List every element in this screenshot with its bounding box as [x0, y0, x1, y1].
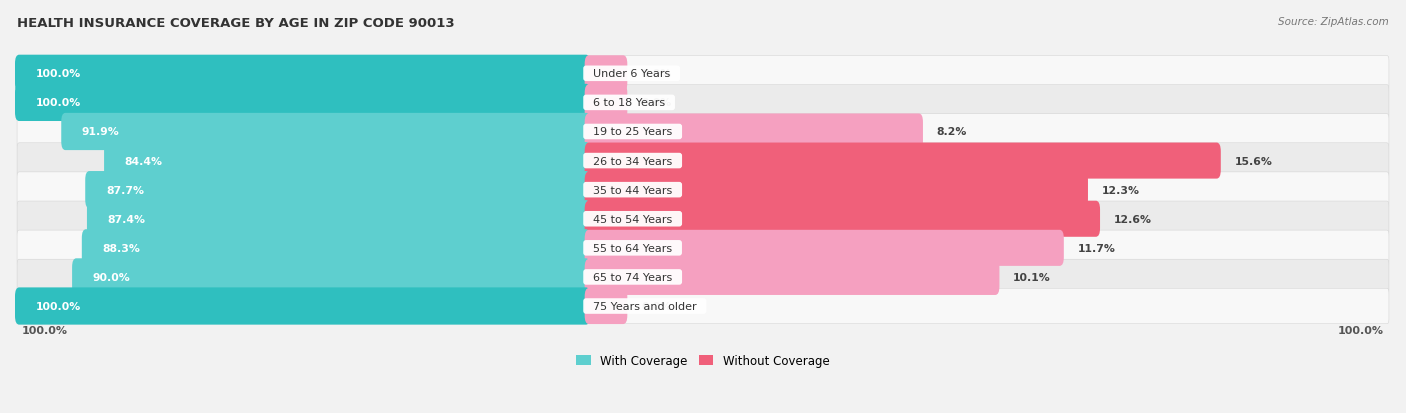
- Text: 6 to 18 Years: 6 to 18 Years: [586, 98, 672, 108]
- FancyBboxPatch shape: [15, 288, 591, 325]
- FancyBboxPatch shape: [585, 114, 922, 150]
- FancyBboxPatch shape: [585, 56, 627, 92]
- FancyBboxPatch shape: [585, 259, 1000, 295]
- Text: 87.7%: 87.7%: [105, 185, 143, 195]
- Text: 65 to 74 Years: 65 to 74 Years: [586, 272, 679, 282]
- Text: HEALTH INSURANCE COVERAGE BY AGE IN ZIP CODE 90013: HEALTH INSURANCE COVERAGE BY AGE IN ZIP …: [17, 17, 454, 29]
- Text: 10.1%: 10.1%: [1014, 272, 1050, 282]
- FancyBboxPatch shape: [17, 85, 1389, 121]
- Text: 100.0%: 100.0%: [22, 325, 67, 335]
- FancyBboxPatch shape: [17, 289, 1389, 324]
- Text: 100.0%: 100.0%: [35, 69, 82, 79]
- FancyBboxPatch shape: [72, 259, 591, 296]
- FancyBboxPatch shape: [585, 85, 627, 121]
- FancyBboxPatch shape: [17, 143, 1389, 179]
- Text: Source: ZipAtlas.com: Source: ZipAtlas.com: [1278, 17, 1389, 26]
- FancyBboxPatch shape: [585, 288, 627, 324]
- FancyBboxPatch shape: [585, 230, 1064, 266]
- Text: 0.0%: 0.0%: [641, 301, 671, 311]
- Text: 11.7%: 11.7%: [1077, 243, 1115, 253]
- Text: 91.9%: 91.9%: [82, 127, 120, 137]
- FancyBboxPatch shape: [15, 56, 591, 93]
- Text: 75 Years and older: 75 Years and older: [586, 301, 703, 311]
- FancyBboxPatch shape: [585, 143, 1220, 179]
- Text: 55 to 64 Years: 55 to 64 Years: [586, 243, 679, 253]
- Text: 15.6%: 15.6%: [1234, 156, 1272, 166]
- Text: 100.0%: 100.0%: [35, 98, 82, 108]
- Text: 12.6%: 12.6%: [1114, 214, 1152, 224]
- Text: 35 to 44 Years: 35 to 44 Years: [586, 185, 679, 195]
- FancyBboxPatch shape: [62, 114, 591, 151]
- Text: Under 6 Years: Under 6 Years: [586, 69, 678, 79]
- FancyBboxPatch shape: [17, 114, 1389, 150]
- FancyBboxPatch shape: [17, 173, 1389, 208]
- FancyBboxPatch shape: [17, 57, 1389, 92]
- Text: 88.3%: 88.3%: [103, 243, 141, 253]
- FancyBboxPatch shape: [86, 172, 591, 209]
- FancyBboxPatch shape: [17, 230, 1389, 266]
- Text: 87.4%: 87.4%: [108, 214, 146, 224]
- FancyBboxPatch shape: [585, 201, 1099, 237]
- Text: 8.2%: 8.2%: [936, 127, 967, 137]
- Text: 0.0%: 0.0%: [641, 98, 671, 108]
- Text: 45 to 54 Years: 45 to 54 Years: [586, 214, 679, 224]
- Text: 84.4%: 84.4%: [125, 156, 163, 166]
- FancyBboxPatch shape: [87, 201, 591, 238]
- FancyBboxPatch shape: [585, 172, 1088, 208]
- Text: 0.0%: 0.0%: [641, 69, 671, 79]
- Text: 19 to 25 Years: 19 to 25 Years: [586, 127, 679, 137]
- Text: 26 to 34 Years: 26 to 34 Years: [586, 156, 679, 166]
- FancyBboxPatch shape: [82, 230, 591, 267]
- FancyBboxPatch shape: [17, 259, 1389, 295]
- Legend: With Coverage, Without Coverage: With Coverage, Without Coverage: [572, 350, 834, 372]
- FancyBboxPatch shape: [104, 142, 591, 180]
- Text: 90.0%: 90.0%: [93, 272, 131, 282]
- Text: 100.0%: 100.0%: [1339, 325, 1384, 335]
- FancyBboxPatch shape: [15, 85, 591, 122]
- Text: 100.0%: 100.0%: [35, 301, 82, 311]
- Text: 12.3%: 12.3%: [1102, 185, 1140, 195]
- FancyBboxPatch shape: [17, 202, 1389, 237]
